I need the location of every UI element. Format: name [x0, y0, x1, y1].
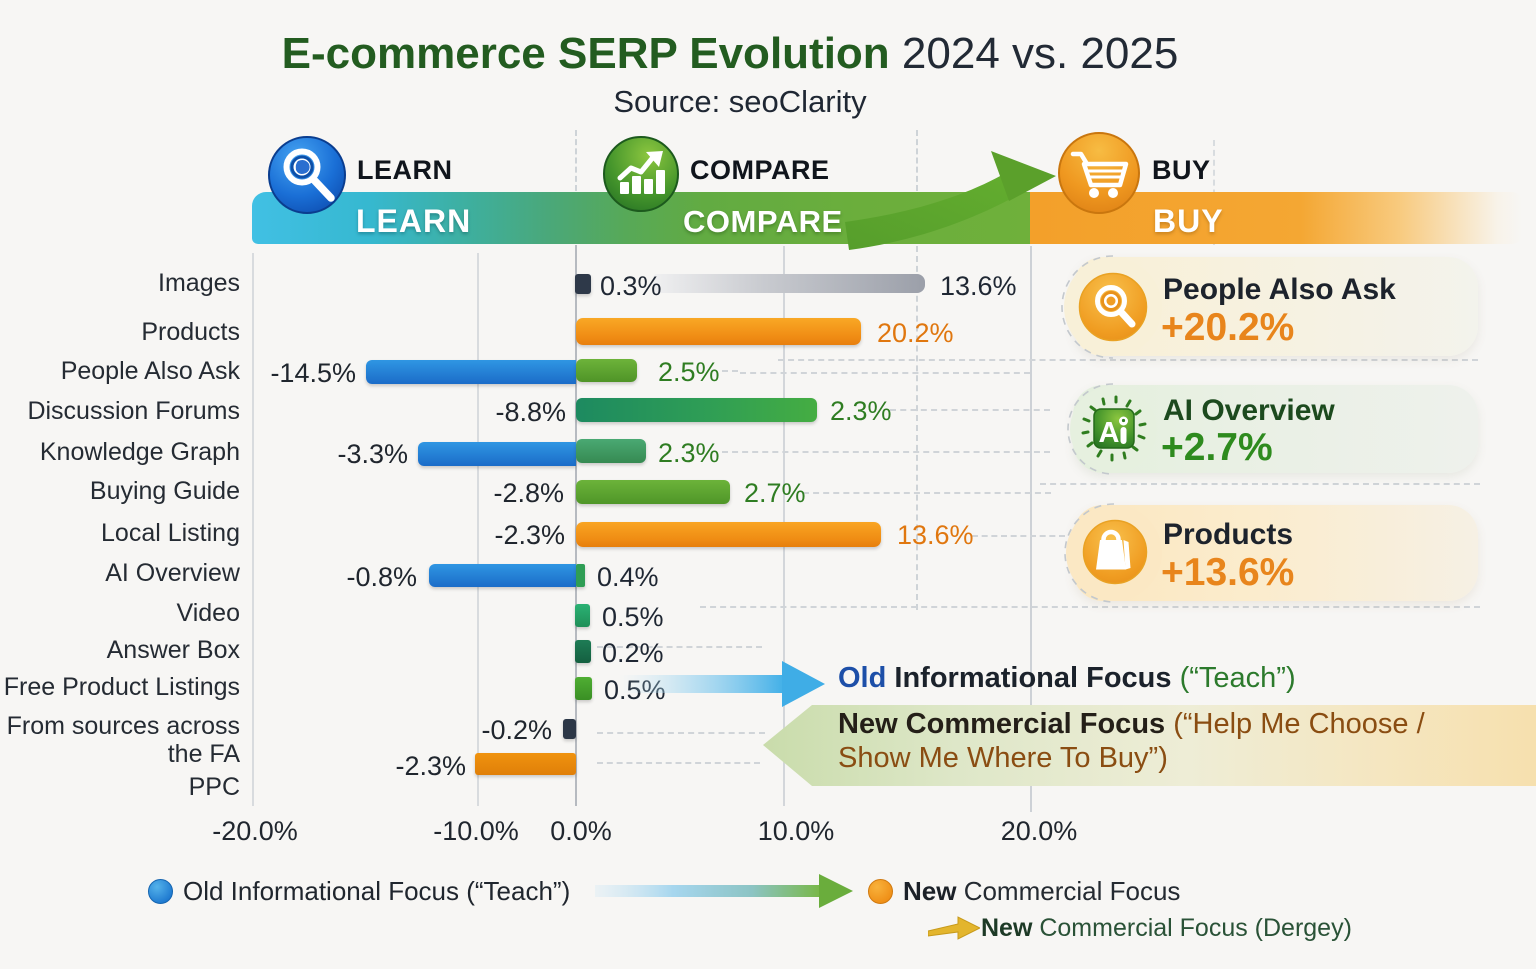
svg-text:A: A	[1099, 417, 1120, 449]
